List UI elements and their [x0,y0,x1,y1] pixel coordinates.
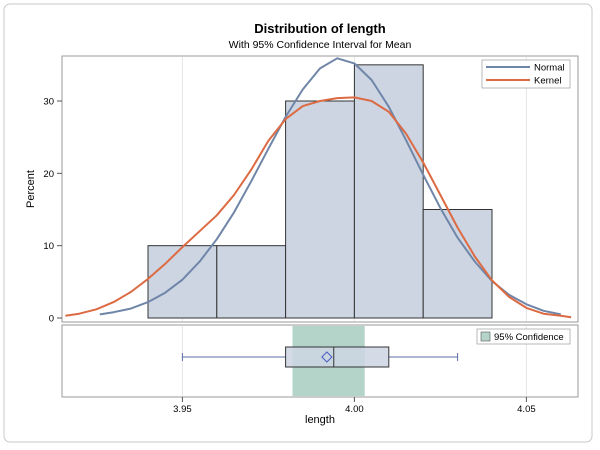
histogram-bar-1 [216,245,287,319]
legend-normal-label: Normal [534,63,565,74]
x-tick-label-0: 3.95 [173,404,192,415]
confidence-legend-swatch [480,331,491,342]
x-tick-label-2: 4.05 [517,404,536,415]
legend-kernel-label: Kernel [534,76,561,87]
legend: Normal Kernel [481,59,571,89]
series-kernel-line [65,96,572,319]
histogram-bar-3 [353,64,424,319]
y-tick-label-2: 20 [43,169,54,180]
box-iqr [285,346,390,368]
confidence-legend-label: 95% Confidence [494,332,564,343]
y-tick-label-0: 0 [49,314,54,325]
confidence-legend: 95% Confidence [476,328,571,345]
density-curves [65,57,572,319]
chart-subtitle: With 95% Confidence Interval for Mean [229,39,412,51]
y-axis-label: Percent [25,170,37,208]
y-tick-label-3: 30 [43,97,54,108]
y-axis: 0 10 20 30 [43,97,62,325]
x-axis-label: length [305,414,335,426]
legend-box [481,59,571,89]
x-axis: 3.95 4.00 4.05 [173,397,536,415]
boxplot [181,326,459,396]
series-normal-line [99,57,562,316]
mean-marker [321,351,333,363]
histogram-bar-0 [147,245,218,319]
confidence-legend-box [476,328,571,345]
y-tick-label-1: 10 [43,241,54,252]
x-tick-label-1: 4.00 [345,404,364,415]
chart-title: Distribution of length [254,21,385,36]
histogram-bar-2 [285,100,355,319]
